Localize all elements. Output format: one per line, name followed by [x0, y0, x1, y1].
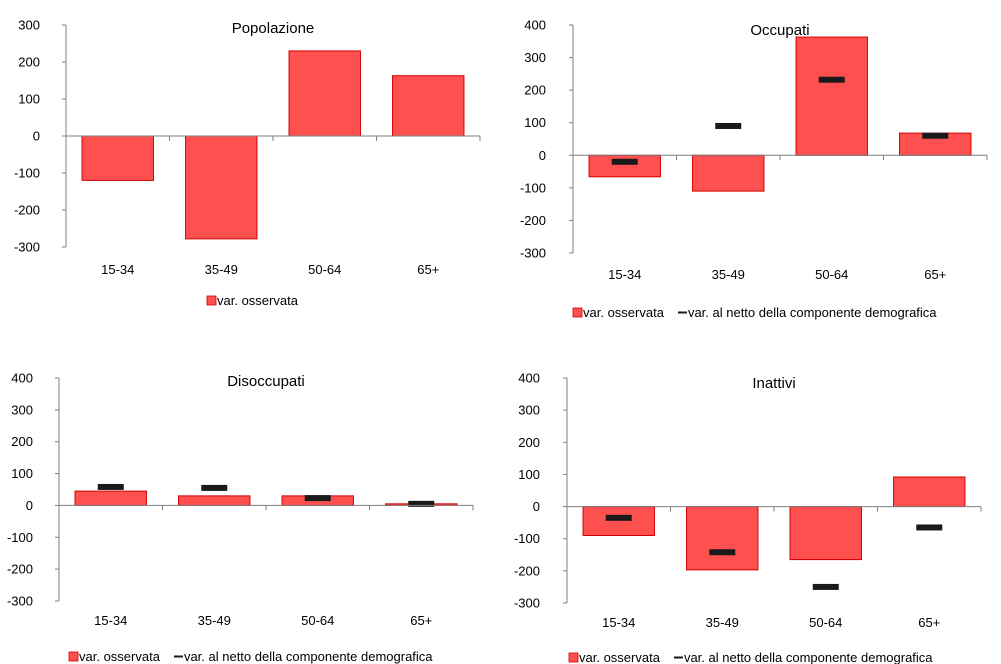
legend-label: var. osservata	[217, 293, 299, 308]
y-tick-label: 400	[11, 371, 33, 386]
bar-50-64	[288, 50, 361, 137]
chart-title: Occupati	[750, 22, 809, 39]
marker-35-49	[709, 549, 736, 556]
legend-swatch-bar	[206, 295, 217, 306]
x-tick-label: 65+	[918, 615, 940, 630]
x-tick-label: 50-64	[301, 613, 334, 628]
y-tick-label: -100	[520, 180, 546, 195]
bar-15-34	[74, 490, 147, 506]
x-tick-label: 15-34	[602, 615, 635, 630]
marker-15-34	[605, 514, 632, 521]
chart-title: Popolazione	[232, 20, 315, 37]
bar-15-34	[582, 506, 655, 537]
marker-50-64	[818, 76, 845, 83]
y-tick-label: 200	[518, 435, 540, 450]
marker-15-34	[611, 158, 638, 165]
y-tick-label: 300	[518, 403, 540, 418]
legend-label: var. al netto della componente demografi…	[688, 305, 937, 320]
x-tick-label: 65+	[417, 262, 439, 277]
chart-panel-popolazione: Popolazione -300 -200 -100 0 100 200 300 15-34 35…	[14, 18, 481, 308]
y-tick-label: -300	[514, 596, 540, 611]
marker-35-49	[715, 122, 742, 129]
x-tick-label: 15-34	[101, 262, 134, 277]
y-tick-label: -300	[520, 246, 546, 261]
y-tick-label: 0	[26, 498, 33, 513]
marker-15-34	[97, 483, 124, 490]
legend-label: var. al netto della componente demografi…	[684, 650, 933, 664]
chart-title: Inattivi	[752, 375, 795, 392]
marker-65+	[408, 500, 435, 507]
chart-panel-occupati: Occupati -300 -200 -100 0 100 200 300 400 15-34 35…	[520, 18, 988, 320]
bar-35-49	[185, 135, 258, 240]
bar-65+	[893, 476, 966, 508]
bar-35-49	[686, 506, 759, 571]
x-tick-label: 65+	[410, 613, 432, 628]
y-tick-label: 200	[11, 434, 33, 449]
legend-swatch-bar	[572, 307, 583, 318]
marker-50-64	[304, 495, 331, 502]
x-tick-label: 35-49	[198, 613, 231, 628]
x-tick-label: 65+	[924, 267, 946, 282]
x-tick-label: 50-64	[308, 262, 341, 277]
x-tick-label: 50-64	[809, 615, 842, 630]
legend-label: var. osservata	[579, 650, 661, 664]
y-tick-label: 300	[11, 402, 33, 417]
y-tick-label: 300	[18, 18, 40, 33]
y-tick-label: -200	[514, 563, 540, 578]
x-tick-label: 15-34	[94, 613, 127, 628]
y-tick-label: -300	[7, 594, 33, 609]
y-tick-label: -200	[7, 562, 33, 577]
legend-label: var. osservata	[583, 305, 665, 320]
bar-35-49	[178, 495, 251, 506]
bar-15-34	[588, 154, 661, 178]
y-tick-label: 100	[18, 92, 40, 107]
bar-15-34	[81, 135, 154, 181]
marker-65+	[922, 132, 949, 139]
y-tick-label: -200	[14, 203, 40, 218]
y-tick-label: 200	[18, 55, 40, 70]
x-tick-label: 15-34	[608, 267, 641, 282]
y-tick-label: 300	[524, 50, 546, 65]
legend-swatch-bar	[568, 652, 579, 663]
y-tick-label: 100	[518, 467, 540, 482]
y-tick-label: 0	[533, 499, 540, 514]
legend-label: var. al netto della componente demografi…	[184, 649, 433, 664]
y-tick-label: 100	[524, 115, 546, 130]
bar-35-49	[692, 154, 765, 192]
chart-panel-disoccupati: Disoccupati -300 -200 -100 0 100 200 300 400 15-3…	[7, 371, 474, 664]
marker-65+	[916, 524, 943, 531]
x-tick-label: 35-49	[205, 262, 238, 277]
y-tick-label: -200	[520, 213, 546, 228]
y-tick-label: 0	[539, 148, 546, 163]
y-tick-label: 400	[524, 18, 546, 33]
bar-50-64	[789, 506, 862, 561]
y-tick-label: -100	[7, 530, 33, 545]
legend-swatch-bar	[68, 651, 79, 662]
x-tick-label: 50-64	[815, 267, 848, 282]
bar-50-64	[795, 36, 868, 156]
y-tick-label: 100	[11, 466, 33, 481]
y-tick-label: -100	[514, 531, 540, 546]
chart-panel-inattivi: Inattivi -300 -200 -100 0 100 200 300 400 15-34 35…	[514, 371, 982, 664]
y-tick-label: 0	[33, 129, 40, 144]
x-tick-label: 35-49	[712, 267, 745, 282]
marker-50-64	[812, 583, 839, 590]
x-tick-label: 35-49	[706, 615, 739, 630]
bar-65+	[392, 75, 465, 137]
y-tick-label: 200	[524, 83, 546, 98]
y-tick-label: -300	[14, 240, 40, 255]
marker-35-49	[201, 484, 228, 491]
legend-label: var. osservata	[79, 649, 161, 664]
y-tick-label: 400	[518, 371, 540, 386]
y-tick-label: -100	[14, 166, 40, 181]
chart-title: Disoccupati	[227, 373, 305, 390]
